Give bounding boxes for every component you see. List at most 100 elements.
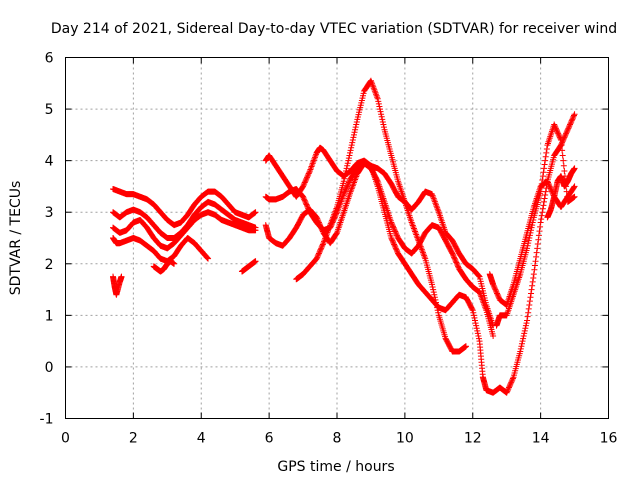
data-point-trace [538,212,545,219]
data-point-trace [539,173,546,180]
data-point-trace [390,240,397,247]
data-point-trace [541,198,548,205]
data-point-trace [300,195,307,202]
data-point-trace [432,296,439,303]
data-point-trace [558,142,565,149]
data-point-trace [376,106,383,113]
data-point-trace [559,152,566,159]
data-point-trace [526,232,533,239]
data-point-trace [520,332,527,339]
data-point-trace [352,126,359,133]
data-point-trace [314,216,321,223]
data-point-trace [392,244,399,251]
data-point-trace [471,314,478,321]
data-point-trace [391,225,398,232]
data-point-trace [570,113,577,120]
data-point-trace [563,188,570,195]
data-point-trace [542,153,549,160]
data-point-trace [302,176,309,183]
data-point-trace [302,178,309,185]
x-tick-label: 4 [197,431,206,447]
data-point-trace [430,286,437,293]
data-point-trace [569,115,576,122]
data-point-trace [533,249,540,256]
data-point-trace [353,121,360,128]
y-tick-label: 6 [45,51,54,67]
data-point-trace [346,178,353,185]
data-point-trace [562,131,569,138]
data-point-trace [391,227,398,234]
data-point-trace [453,259,460,266]
data-point-trace [517,345,524,352]
data-point [524,245,531,252]
data-point-trace [341,173,348,180]
data-point [171,260,178,267]
data-point-trace [535,232,542,239]
data-point-trace [509,375,516,382]
data-point-trace [390,224,397,231]
data-point-trace [452,258,459,265]
data-point-trace [344,160,351,167]
data-point-trace [533,253,540,260]
data-point-trace [315,251,322,258]
data-point-trace [535,236,542,243]
data-point-trace [377,108,384,115]
data-point [490,332,497,339]
data-point-trace [391,241,398,248]
series-track-5 [150,258,178,275]
data-point-trace [528,290,535,297]
data-point-trace [553,126,560,133]
data-point-trace [389,223,396,230]
data-point-trace [534,245,541,252]
y-tick-label: 2 [45,257,54,273]
data-point-trace [341,189,348,196]
data-point-trace [552,124,559,131]
data-point-trace [542,188,549,195]
data-point-trace [559,147,566,154]
data-point-trace [301,197,308,204]
data-point-trace [314,253,321,260]
data-point-trace [303,201,310,208]
chart-title: Day 214 of 2021, Sidereal Day-to-day VTE… [51,21,617,37]
data-point-trace [475,335,482,342]
data-point-trace [454,262,461,269]
series-track-1 [110,186,259,229]
data-point-trace [538,184,545,191]
series-track-12 [479,111,578,396]
data-point-trace [539,205,546,212]
data-point-trace [388,220,395,227]
data-point-trace [352,124,359,131]
data-point-trace [431,291,438,298]
series-track-9 [262,160,497,339]
data-point-trace [315,218,322,225]
data-point [571,165,578,172]
data-point-trace [555,131,562,138]
data-point-trace [376,103,383,110]
data-point-trace [527,294,534,301]
grid [65,57,609,419]
data-point-trace [475,332,482,339]
data-point-trace [432,299,439,306]
data-point-trace [304,173,311,180]
data-point-trace [317,223,324,230]
data-point-trace [492,286,499,293]
data-point [571,183,578,190]
data-point-trace [344,183,351,190]
data-point-trace [529,278,536,285]
data-point-trace [342,170,349,177]
data-point-trace [345,180,352,187]
data-point-trace [564,127,571,134]
data-point-trace [389,237,396,244]
data-point-trace [494,290,501,297]
data-point-trace [301,196,308,203]
data-point-trace [349,137,356,144]
data-point [313,214,320,221]
data-point [517,348,524,355]
data-point-trace [317,246,324,253]
data-point-trace [351,129,358,136]
data-point-trace [314,254,321,261]
data-point-trace [350,131,357,138]
data-point-trace [333,230,340,237]
data-point-trace [518,343,525,350]
data-point-trace [529,222,536,229]
